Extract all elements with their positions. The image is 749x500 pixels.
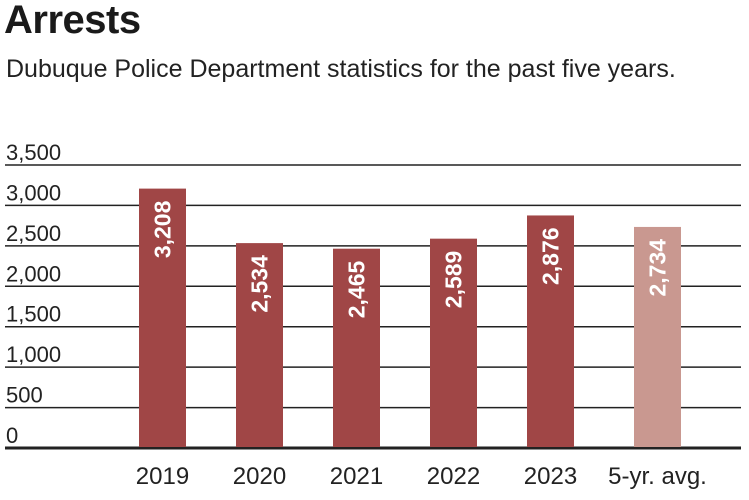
y-tick-label: 2,500 (6, 221, 61, 246)
bar (333, 248, 380, 447)
x-tick-label: 5-yr. avg. (608, 463, 707, 490)
data-label: 2,876 (538, 227, 564, 285)
y-tick-label: 0 (6, 423, 18, 448)
data-label: 2,534 (247, 255, 273, 313)
y-tick-label: 3,500 (6, 140, 61, 165)
y-tick-label: 500 (6, 383, 43, 408)
data-label: 2,465 (344, 260, 370, 318)
data-label: 3,208 (150, 200, 176, 258)
chart-subtitle: Dubuque Police Department statistics for… (6, 55, 676, 83)
data-label: 2,734 (645, 239, 671, 297)
x-tick-label: 2019 (136, 463, 189, 490)
data-label: 2,589 (441, 251, 467, 309)
average-bar (634, 226, 681, 447)
y-tick-label: 3,000 (6, 180, 61, 205)
bar (430, 238, 477, 447)
y-tick-label: 2,000 (6, 261, 61, 286)
bar (527, 215, 574, 447)
x-tick-label: 2020 (233, 463, 286, 490)
bar (236, 243, 283, 447)
bar (139, 188, 186, 447)
x-tick-label: 2023 (524, 463, 577, 490)
chart-title: Arrests (4, 0, 141, 42)
y-tick-label: 1,000 (6, 342, 61, 367)
x-tick-label: 2021 (330, 463, 383, 490)
x-tick-label: 2022 (427, 463, 480, 490)
y-tick-label: 1,500 (6, 302, 61, 327)
